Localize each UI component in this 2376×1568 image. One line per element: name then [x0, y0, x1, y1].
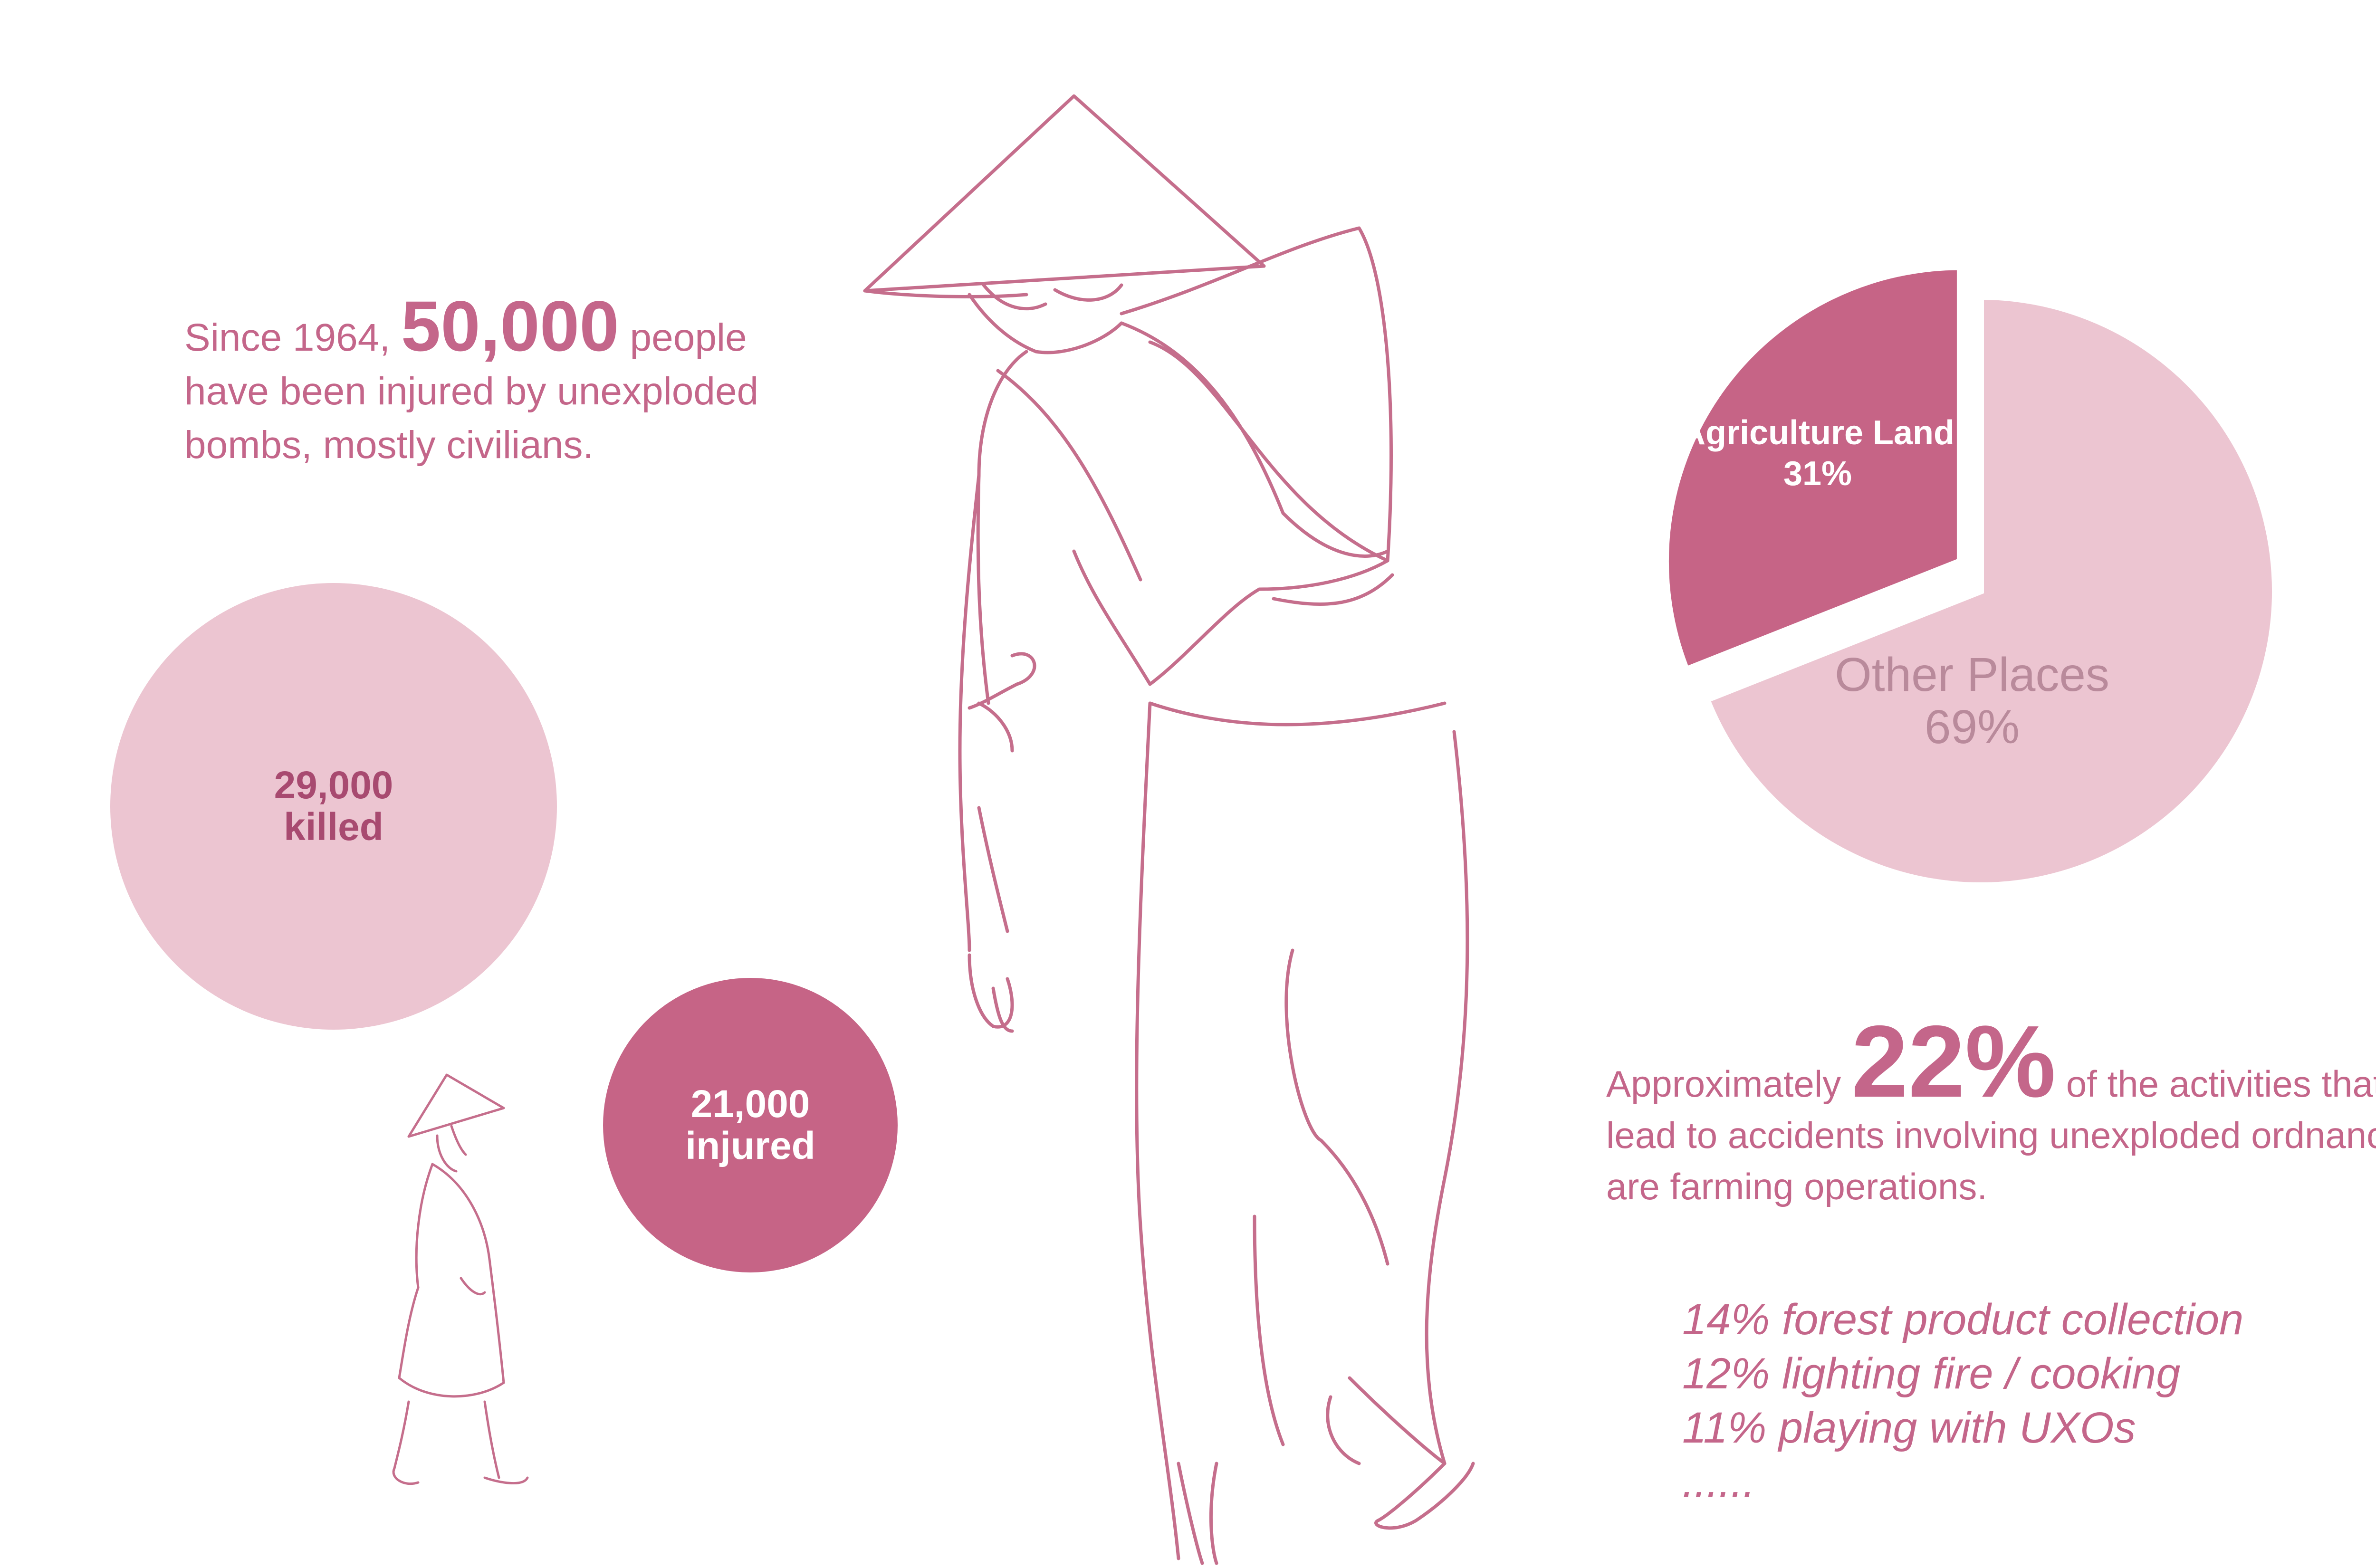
intro-since: Since 1964,: [184, 316, 391, 359]
activity-item-ellipsis: ......: [1682, 1458, 1755, 1506]
pie-slice-agriculture-land: [1662, 263, 1964, 674]
farmer-illustration: [863, 94, 1475, 1565]
intro-number: 50,000: [401, 286, 619, 366]
intro-paragraph: Since 1964, 50,000 people have been inju…: [184, 290, 840, 472]
intro-people: people: [630, 316, 747, 359]
killed-label: killed: [284, 805, 383, 849]
para-pre: Approximately: [1606, 1063, 1841, 1105]
activity-item: 14% forest product collection: [1682, 1295, 2244, 1344]
injured-value: 21,000: [690, 1082, 810, 1126]
farming-paragraph: Approximately 22% of the activities that…: [1606, 1010, 2376, 1212]
pie-label-agriculture-value: 31%: [1783, 455, 1852, 493]
para-post: of the activities that lead to accidents…: [1606, 1063, 2376, 1207]
pie-label-other-value: 69%: [1924, 700, 2020, 754]
pie-label-agriculture-name: Agriculture Land: [1680, 414, 1955, 452]
injured-label: injured: [685, 1124, 815, 1167]
killed-value: 29,000: [274, 764, 393, 807]
activity-item: 12% lighting fire / cooking: [1682, 1349, 2181, 1398]
pie-label-other: Other Places 69%: [1758, 649, 2186, 753]
intro-rest: have been injured by unexploded bombs, m…: [184, 370, 759, 467]
killed-circle: 29,000 killed: [110, 583, 557, 1030]
injured-circle: 21,000 injured: [603, 978, 898, 1272]
pie-slice-other-places: [1702, 293, 2279, 889]
activity-item: 11% playing with UXOs: [1682, 1404, 2136, 1452]
para-percent: 22%: [1851, 1004, 2056, 1119]
pie-label-agriculture: Agriculture Land 31%: [1604, 412, 2031, 494]
small-figure-illustration: [392, 1073, 529, 1485]
activities-list: 14% forest product collection 12% lighti…: [1682, 1292, 2376, 1509]
pie-label-other-name: Other Places: [1834, 648, 2110, 701]
